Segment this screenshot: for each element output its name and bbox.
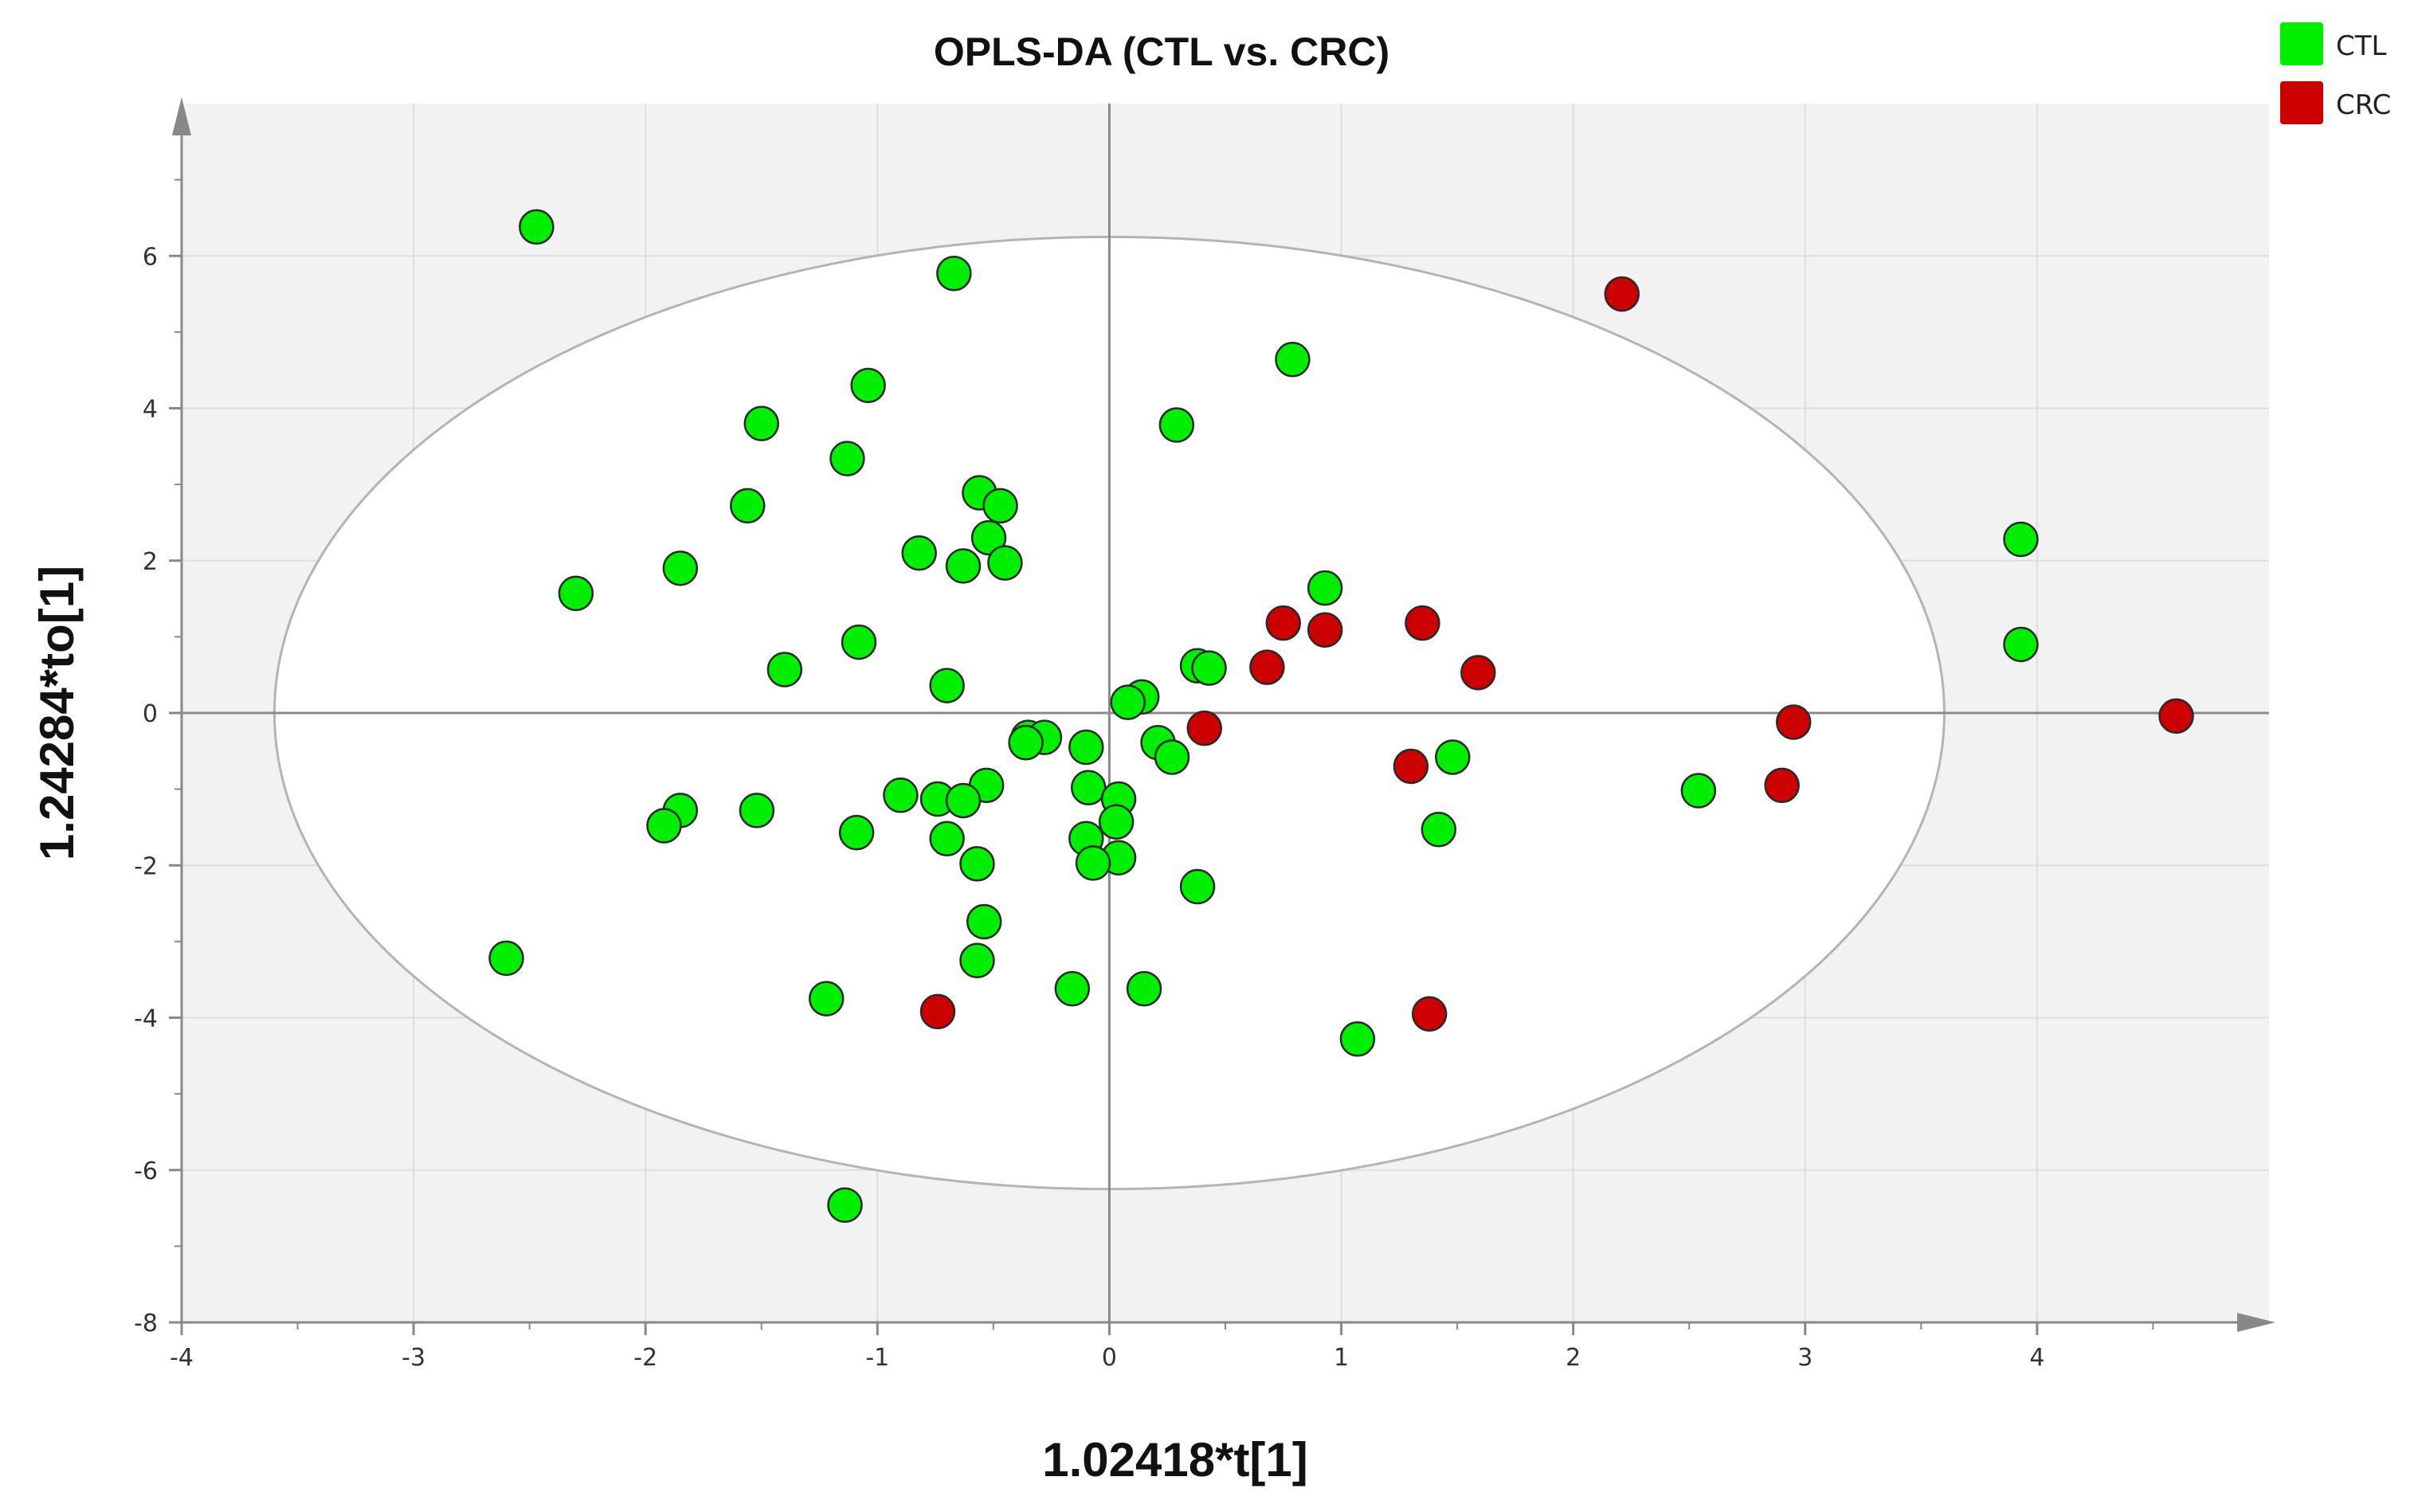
y-tick-label: 4 [143, 396, 158, 424]
legend-swatch-crc [2280, 81, 2323, 124]
data-point-ctl [558, 575, 594, 612]
data-point-crc [1186, 710, 1223, 746]
data-point-ctl [646, 808, 682, 844]
y-tick-label: 2 [143, 548, 158, 576]
data-point-ctl [987, 545, 1023, 581]
data-point-ctl [1075, 845, 1111, 881]
data-point-crc [1775, 704, 1812, 740]
data-point-ctl [739, 793, 775, 828]
data-point-crc [1405, 605, 1440, 641]
data-point-crc [919, 993, 956, 1030]
x-tick-label: 4 [2029, 1344, 2044, 1372]
data-point-ctl [809, 981, 845, 1016]
data-point-ctl [1179, 868, 1216, 905]
data-point-ctl [970, 519, 1007, 556]
legend-swatch-ctl [2280, 22, 2323, 65]
data-point-ctl [1275, 342, 1311, 378]
data-point-ctl [2003, 521, 2039, 558]
data-point-ctl [966, 903, 1002, 940]
data-point-ctl [829, 441, 865, 476]
data-point-ctl [982, 488, 1018, 524]
data-point-ctl [730, 488, 766, 524]
data-point-ctl [1154, 739, 1190, 775]
y-tick-label: 0 [143, 700, 158, 728]
x-axis-label: 1.02418*t[1] [1042, 1433, 1308, 1487]
y-axis-arrow [172, 97, 191, 135]
data-point-ctl [929, 668, 965, 703]
data-point-crc [1764, 767, 1800, 804]
data-point-ctl [838, 814, 875, 851]
data-point-ctl [1680, 773, 1717, 809]
data-point-ctl [1158, 407, 1195, 443]
chart-title: OPLS-DA (CTL vs. CRC) [934, 29, 1389, 74]
data-points [488, 209, 2194, 1223]
data-point-crc [1460, 655, 1496, 691]
data-point-ctl [945, 548, 982, 584]
data-point-crc [1411, 996, 1448, 1032]
axes [172, 97, 2275, 1332]
data-point-ctl [850, 367, 886, 404]
data-point-ctl [1008, 725, 1044, 761]
x-tick-label: 3 [1797, 1344, 1813, 1372]
data-point-ctl [929, 821, 965, 857]
data-point-ctl [1126, 970, 1162, 1007]
y-axis-label: 1.24284*to[1] [30, 566, 84, 860]
data-point-ctl [1191, 650, 1227, 686]
data-point-crc [1393, 748, 1429, 785]
x-tick-label: -4 [170, 1344, 194, 1372]
data-point-crc [1307, 612, 1343, 648]
data-point-ctl [743, 405, 780, 441]
data-point-ctl [1421, 812, 1457, 848]
x-tick-label: 2 [1566, 1344, 1581, 1372]
data-point-crc [1249, 649, 1285, 685]
data-point-crc [1265, 605, 1302, 641]
data-point-ctl [662, 550, 699, 586]
data-point-ctl [1098, 804, 1135, 840]
x-tick-label: -1 [865, 1344, 889, 1372]
data-point-crc [1604, 276, 1640, 312]
data-point-ctl [1070, 770, 1107, 805]
data-point-ctl [901, 535, 937, 571]
x-tick-label: -3 [402, 1344, 425, 1372]
y-tick-label: 6 [143, 243, 158, 271]
y-tick-label: -2 [134, 852, 158, 880]
legend-label-crc: CRC [2336, 89, 2391, 121]
data-point-ctl [945, 782, 982, 819]
data-point-ctl [1110, 684, 1146, 720]
data-point-ctl [883, 778, 919, 813]
data-point-ctl [1435, 739, 1471, 775]
x-axis-arrow [2237, 1313, 2275, 1332]
data-point-ctl [488, 940, 524, 977]
y-tick-label: -6 [134, 1158, 158, 1185]
x-tick-label: 1 [1334, 1344, 1349, 1372]
data-point-crc [2158, 698, 2194, 734]
x-tick-label: -2 [633, 1344, 657, 1372]
data-point-ctl [1339, 1021, 1376, 1057]
data-point-ctl [841, 624, 877, 660]
y-tick-label: -4 [134, 1005, 158, 1033]
data-point-ctl [2003, 626, 2039, 663]
legend-label-ctl: CTL [2336, 30, 2387, 62]
data-point-ctl [959, 846, 995, 882]
tick-labels: -4 -3 -2 -1 0 1 2 3 4 -8 -6 -4 -2 0 2 4 6 [134, 178, 2154, 1372]
data-point-ctl [959, 942, 995, 979]
data-point-ctl [1054, 970, 1091, 1007]
data-point-ctl [1068, 729, 1104, 766]
data-point-ctl [936, 255, 972, 292]
y-tick-label: -8 [134, 1310, 158, 1338]
data-point-ctl [1307, 570, 1343, 606]
legend: CTL CRC [2280, 22, 2391, 124]
data-point-ctl [519, 209, 555, 245]
data-point-ctl [827, 1187, 863, 1223]
data-point-ctl [766, 652, 803, 687]
x-tick-label: 0 [1102, 1344, 1117, 1372]
